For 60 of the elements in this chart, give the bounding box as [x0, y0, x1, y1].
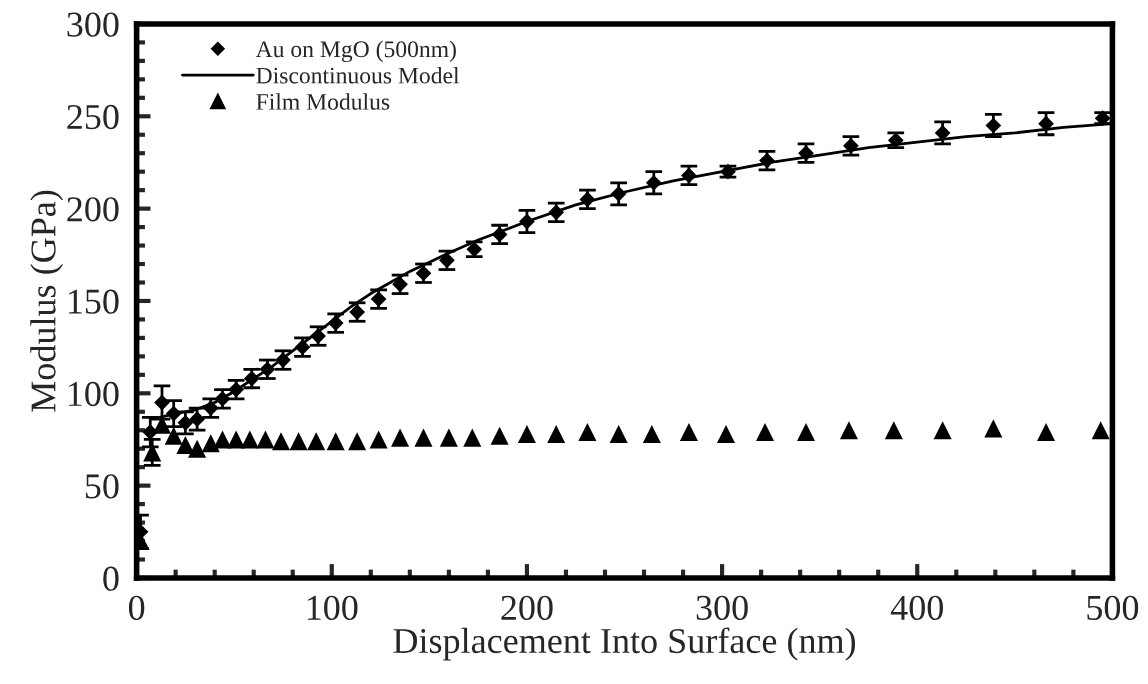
point: [716, 424, 736, 443]
point: [177, 414, 194, 431]
point: [289, 432, 308, 451]
point: [679, 423, 698, 442]
point: [517, 424, 536, 443]
point: [439, 428, 458, 447]
point: [165, 405, 182, 422]
point: [213, 430, 232, 449]
point: [164, 426, 183, 445]
point: [547, 424, 566, 443]
y-tick-label: 200: [67, 197, 119, 222]
point: [519, 213, 535, 230]
point: [984, 419, 1003, 438]
y-tick-label: 50: [85, 474, 119, 499]
x-tick-label: 500: [1087, 595, 1139, 621]
point: [154, 394, 170, 411]
point: [609, 424, 628, 443]
point: [756, 423, 775, 442]
point: [1091, 421, 1110, 440]
legend-label: Discontinuous Model: [256, 66, 460, 84]
x-tick-label: 200: [501, 595, 553, 621]
point: [272, 432, 291, 451]
point: [645, 174, 662, 191]
point: [578, 423, 597, 442]
x-tick-label: 400: [890, 595, 943, 621]
y-axis-title: Modulus (GPa): [30, 190, 63, 412]
point: [391, 428, 410, 447]
point: [348, 432, 367, 451]
point: [610, 185, 627, 202]
point: [369, 430, 388, 449]
point: [188, 439, 207, 458]
y-tick-label: 300: [67, 12, 119, 37]
point: [176, 435, 195, 455]
point: [414, 428, 433, 447]
y-tick-label: 250: [67, 104, 119, 130]
point: [839, 421, 858, 440]
point: [143, 443, 162, 462]
x-tick-label: 300: [696, 595, 748, 621]
point: [189, 411, 205, 428]
point: [463, 428, 482, 447]
point: [796, 423, 816, 442]
point: [490, 426, 509, 445]
legend-label: Au on MgO (500nm): [255, 40, 456, 63]
point: [326, 432, 345, 451]
y-tick-label: 0: [103, 566, 119, 591]
x-axis-title: Displacement Into Surface (nm): [393, 627, 856, 661]
legend-label: Film Modulus: [256, 93, 390, 110]
point: [307, 432, 326, 451]
point: [1038, 115, 1054, 132]
point: [884, 421, 903, 440]
y-tick-label: 150: [68, 289, 119, 314]
point: [240, 430, 259, 449]
x-tick-label: 100: [307, 595, 358, 621]
point: [256, 430, 275, 449]
point: [934, 125, 951, 141]
point: [1037, 423, 1056, 442]
x-tick-label: 0: [128, 595, 145, 621]
point: [642, 424, 661, 443]
y-tick-label: 100: [68, 381, 119, 407]
point: [933, 421, 952, 440]
